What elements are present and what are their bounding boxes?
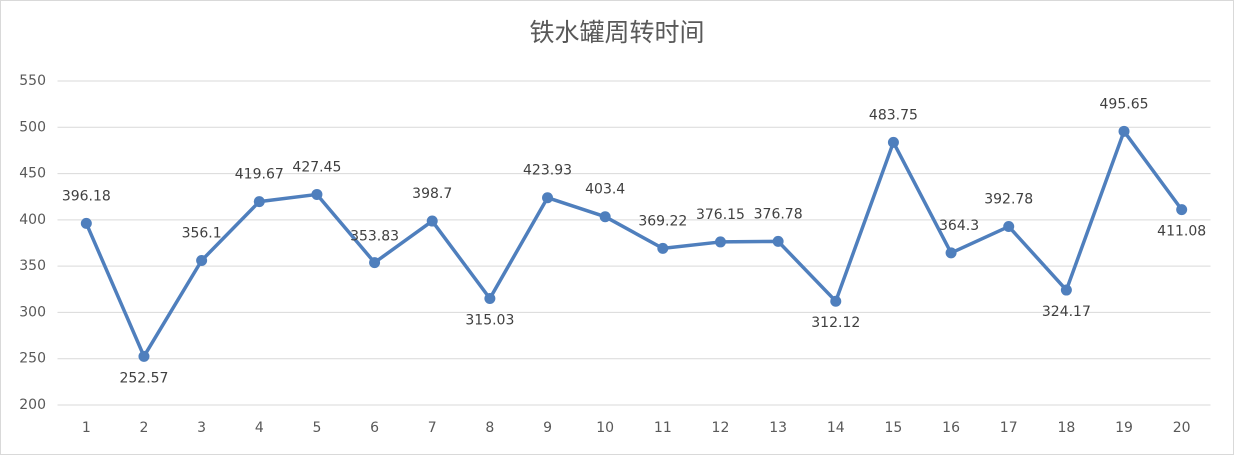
point <box>138 350 150 362</box>
x-tick-label: 16 <box>942 420 960 436</box>
x-tick-label: 19 <box>1115 420 1133 436</box>
x-tick-label: 9 <box>543 420 552 436</box>
data-label: 376.78 <box>754 206 803 222</box>
x-tick-label: 20 <box>1173 420 1191 436</box>
point <box>714 236 726 248</box>
point <box>542 192 554 204</box>
point <box>1176 204 1188 216</box>
y-tick-label: 400 <box>19 212 46 228</box>
x-tick-label: 5 <box>312 420 321 436</box>
x-tick-label: 11 <box>654 420 672 436</box>
data-label: 403.4 <box>585 182 625 198</box>
x-tick-label: 7 <box>428 420 437 436</box>
y-tick-label: 500 <box>19 119 46 135</box>
data-label: 419.67 <box>235 167 284 183</box>
point <box>253 196 265 208</box>
x-tick-label: 1 <box>82 420 91 436</box>
data-label: 423.93 <box>523 163 572 179</box>
x-tick-label: 17 <box>1000 420 1018 436</box>
point <box>1003 221 1015 233</box>
data-label: 376.15 <box>696 207 745 223</box>
x-tick-label: 2 <box>140 420 149 436</box>
line <box>84 129 1184 359</box>
point <box>830 295 842 307</box>
y-tick-label: 250 <box>19 351 46 367</box>
point <box>80 217 92 229</box>
x-tick-label: 6 <box>370 420 379 436</box>
data-label: 427.45 <box>292 159 341 175</box>
point <box>311 188 323 200</box>
x-tick-label: 14 <box>827 420 845 436</box>
point <box>945 247 957 259</box>
data-label: 324.17 <box>1042 304 1091 320</box>
point <box>1118 125 1130 137</box>
point <box>426 215 438 227</box>
y-tick-label: 300 <box>19 304 46 320</box>
point <box>1060 284 1072 296</box>
point <box>196 254 208 266</box>
data-label: 252.57 <box>119 370 168 386</box>
point <box>484 293 496 305</box>
point <box>599 211 611 223</box>
point <box>887 136 899 148</box>
y-tick-label: 350 <box>19 258 46 274</box>
data-label: 495.65 <box>1100 96 1149 112</box>
data-label: 364.3 <box>939 218 979 234</box>
data-label: 411.08 <box>1157 224 1206 240</box>
x-tick-label: 3 <box>197 420 206 436</box>
data-label: 396.18 <box>62 188 111 204</box>
x-tick-label: 8 <box>485 420 494 436</box>
chart-title: 铁水罐周转时间 <box>529 18 704 47</box>
y-tick-label: 450 <box>19 166 46 182</box>
data-label: 483.75 <box>869 107 918 123</box>
data-label: 356.1 <box>182 225 222 241</box>
data-label: 353.83 <box>350 229 399 245</box>
y-tick-label: 200 <box>19 397 46 413</box>
x-tick-label: 12 <box>712 420 730 436</box>
data-label: 312.12 <box>811 315 860 331</box>
y-tick-label: 550 <box>19 73 46 89</box>
point <box>772 235 784 247</box>
x-tick-label: 15 <box>885 420 903 436</box>
data-label: 369.22 <box>638 213 687 229</box>
data-label: 398.7 <box>412 186 452 202</box>
point <box>369 257 381 269</box>
x-tick-label: 13 <box>769 420 787 436</box>
point <box>657 242 669 254</box>
data-label: 315.03 <box>465 313 514 329</box>
x-tick-label: 4 <box>255 420 264 436</box>
x-tick-label: 10 <box>596 420 614 436</box>
x-tick-label: 18 <box>1057 420 1075 436</box>
data-label: 392.78 <box>984 192 1033 208</box>
